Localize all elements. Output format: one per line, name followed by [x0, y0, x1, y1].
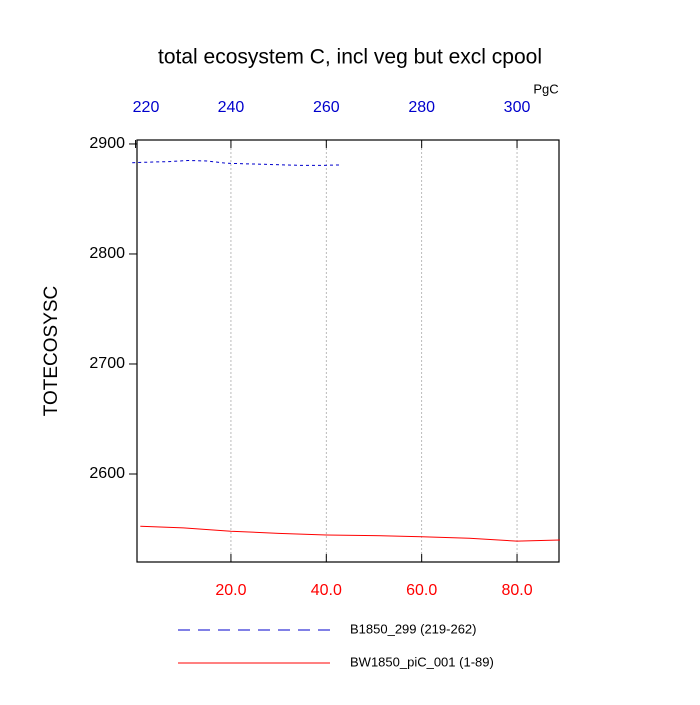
x2-tick-label: 260: [313, 99, 340, 116]
y-tick-label: 2900: [89, 135, 125, 152]
x-tick-label: 60.0: [406, 582, 437, 599]
x2-tick-label: 280: [408, 99, 435, 116]
x-tick-label: 80.0: [501, 582, 532, 599]
x-tick-label: 20.0: [215, 582, 246, 599]
legend-label: B1850_299 (219-262): [350, 621, 477, 636]
chart-title: total ecosystem C, incl veg but excl cpo…: [158, 46, 542, 69]
y-axis-label: TOTECOSYSC: [41, 286, 62, 417]
series-line: [140, 525, 561, 542]
series-line: [132, 159, 341, 166]
units-label: PgC: [533, 81, 558, 96]
y-tick-label: 2800: [89, 245, 125, 262]
y-tick-label: 2700: [89, 355, 125, 372]
plot-frame: [136, 139, 560, 563]
legend-label: BW1850_piC_001 (1-89): [350, 654, 494, 669]
y-tick-label: 2600: [89, 465, 125, 482]
x-tick-label: 40.0: [311, 582, 342, 599]
x2-tick-label: 240: [218, 99, 245, 116]
x2-tick-label: 300: [504, 99, 531, 116]
x2-tick-label: 220: [133, 99, 160, 116]
